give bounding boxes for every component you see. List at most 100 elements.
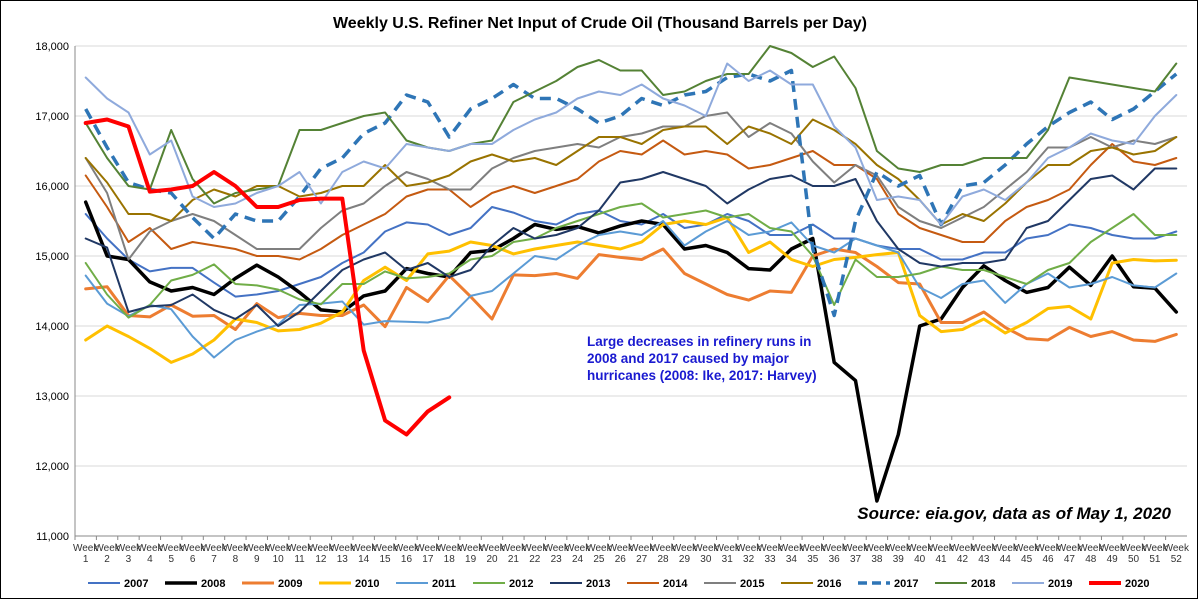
x-tick-label-prefix: Week	[372, 543, 398, 554]
x-tick-label: 6	[190, 554, 196, 565]
x-tick-label: 21	[508, 554, 520, 565]
x-tick-label-prefix: Week	[351, 543, 377, 554]
x-tick-label-prefix: Week	[800, 543, 826, 554]
x-tick-label-prefix: Week	[159, 543, 185, 554]
annotation-line: Large decreases in refinery runs in	[587, 334, 811, 349]
x-tick-label: 13	[337, 554, 349, 565]
series-line-2010	[84, 216, 1178, 364]
x-tick-label-prefix: Week	[565, 543, 591, 554]
series-line-2014	[84, 139, 1178, 261]
x-tick-label: 22	[529, 554, 541, 565]
x-tick-label: 44	[1000, 554, 1012, 565]
x-tick-label-prefix: Week	[886, 543, 912, 554]
x-tick-label: 7	[211, 554, 217, 565]
x-tick-label-prefix: Week	[1078, 543, 1104, 554]
x-tick-label: 12	[315, 554, 327, 565]
x-tick-label: 3	[126, 554, 132, 565]
x-tick-label: 8	[233, 554, 239, 565]
x-tick-label-prefix: Week	[1057, 543, 1083, 554]
x-tick-label-prefix: Week	[116, 543, 142, 554]
y-tick-label: 11,000	[36, 531, 69, 543]
x-tick-label-prefix: Week	[522, 543, 548, 554]
x-tick-label-prefix: Week	[1121, 543, 1147, 554]
x-tick-label-prefix: Week	[1164, 543, 1190, 554]
legend-label-2014: 2014	[663, 578, 688, 590]
x-tick-label-prefix: Week	[137, 543, 163, 554]
x-tick-label-prefix: Week	[287, 543, 313, 554]
x-tick-label-prefix: Week	[180, 543, 206, 554]
series-line-2016	[84, 118, 1178, 226]
x-tick-label-prefix: Week	[73, 543, 99, 554]
x-tick-label-prefix: Week	[993, 543, 1019, 554]
x-tick-label-prefix: Week	[715, 543, 741, 554]
legend-label-2016: 2016	[817, 578, 841, 590]
x-tick-label-prefix: Week	[971, 543, 997, 554]
x-tick-label-prefix: Week	[308, 543, 334, 554]
x-tick-label: 28	[658, 554, 670, 565]
x-tick-label-prefix: Week	[629, 543, 655, 554]
x-tick-label: 25	[593, 554, 605, 565]
series-line-2011	[84, 220, 1178, 359]
x-tick-label: 11	[294, 554, 305, 565]
x-tick-label-prefix: Week	[779, 543, 805, 554]
legend-label-2018: 2018	[971, 578, 995, 590]
x-tick-label-prefix: Week	[415, 543, 441, 554]
chart-title: Weekly U.S. Refiner Net Input of Crude O…	[333, 15, 867, 32]
x-tick-label: 18	[444, 554, 456, 565]
x-tick-label: 52	[1171, 554, 1183, 565]
x-tick-label-prefix: Week	[950, 543, 976, 554]
x-tick-label: 40	[914, 554, 926, 565]
y-tick-label: 17,000	[35, 111, 69, 123]
x-tick-label: 49	[1107, 554, 1119, 565]
x-tick-label-prefix: Week	[394, 543, 420, 554]
x-tick-label: 29	[679, 554, 691, 565]
x-tick-label: 48	[1085, 554, 1097, 565]
legend-label-2010: 2010	[355, 578, 379, 590]
x-tick-label-prefix: Week	[1142, 543, 1168, 554]
x-tick-label: 47	[1064, 554, 1076, 565]
annotation-line: 2008 and 2017 caused by major	[587, 351, 790, 366]
x-tick-label-prefix: Week	[223, 543, 249, 554]
y-tick-label: 15,000	[35, 251, 69, 263]
x-tick-label: 46	[1042, 554, 1054, 565]
x-tick-label: 24	[572, 554, 584, 565]
series-lines	[83, 45, 1179, 503]
x-tick-label-prefix: Week	[265, 543, 291, 554]
x-tick-label: 36	[829, 554, 841, 565]
x-tick-label: 35	[807, 554, 819, 565]
x-tick-label: 51	[1149, 554, 1161, 565]
x-tick-label: 9	[254, 554, 260, 565]
x-tick-label-prefix: Week	[650, 543, 676, 554]
y-tick-label: 18,000	[35, 41, 69, 53]
x-tick-label: 39	[893, 554, 905, 565]
legend-label-2011: 2011	[432, 578, 456, 590]
x-tick-label: 45	[1021, 554, 1033, 565]
x-tick-label: 2	[104, 554, 110, 565]
x-tick-label-prefix: Week	[672, 543, 698, 554]
y-tick-label: 13,000	[35, 391, 69, 403]
x-tick-label-prefix: Week	[693, 543, 719, 554]
x-tick-label-prefix: Week	[843, 543, 869, 554]
legend-label-2013: 2013	[586, 578, 610, 590]
x-tick-label-prefix: Week	[1014, 543, 1040, 554]
source-annotation: Source: eia.gov, data as of May 1, 2020	[857, 504, 1171, 523]
legend-label-2020: 2020	[1125, 578, 1149, 590]
x-tick-label-prefix: Week	[1035, 543, 1061, 554]
x-tick-label: 4	[147, 554, 153, 565]
x-tick-label-prefix: Week	[543, 543, 569, 554]
legend-label-2017: 2017	[894, 578, 918, 590]
x-tick-label-prefix: Week	[821, 543, 847, 554]
x-tick-label-prefix: Week	[864, 543, 890, 554]
y-tick-label: 12,000	[35, 461, 69, 473]
x-tick-label-prefix: Week	[94, 543, 120, 554]
y-tick-label: 16,000	[35, 181, 69, 193]
x-tick-label: 20	[486, 554, 498, 565]
x-tick-label: 17	[422, 554, 434, 565]
x-tick-label: 26	[615, 554, 627, 565]
x-tick-label: 23	[551, 554, 563, 565]
x-tick-label: 43	[978, 554, 990, 565]
series-line-2017	[84, 68, 1178, 318]
x-tick-label: 42	[957, 554, 969, 565]
x-tick-label: 32	[743, 554, 755, 565]
x-tick-label: 1	[83, 554, 89, 565]
